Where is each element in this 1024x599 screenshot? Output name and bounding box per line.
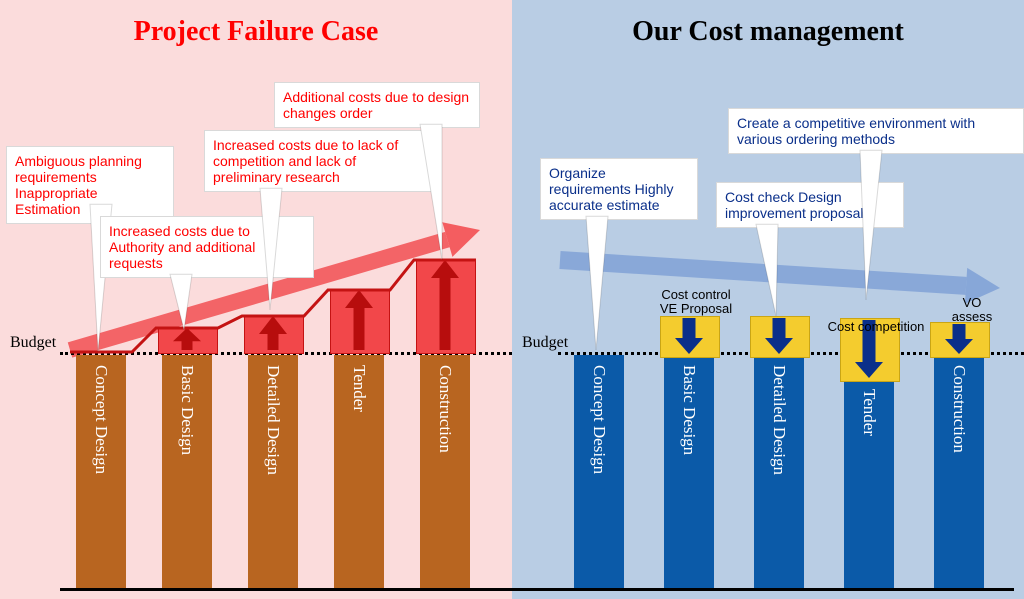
mini-label: Cost competition xyxy=(816,320,936,334)
mini-label: Cost controlVE Proposal xyxy=(646,288,746,315)
callout: Additional costs due to design changes o… xyxy=(274,82,480,128)
callout: Ambiguous planning requirements Inapprop… xyxy=(6,146,174,224)
callout: Increased costs due to Authority and add… xyxy=(100,216,314,278)
overshoot-stepline xyxy=(0,0,1024,599)
callout: Create a competitive environment with va… xyxy=(728,108,1024,154)
infographic-stage: Project Failure Case Our Cost management… xyxy=(0,0,1024,599)
mini-label: VOassess xyxy=(942,296,1002,323)
callout: Cost check Design improvement proposal xyxy=(716,182,904,228)
callout: Organize requirements Highly accurate es… xyxy=(540,158,698,220)
callout: Increased costs due to lack of competiti… xyxy=(204,130,436,192)
